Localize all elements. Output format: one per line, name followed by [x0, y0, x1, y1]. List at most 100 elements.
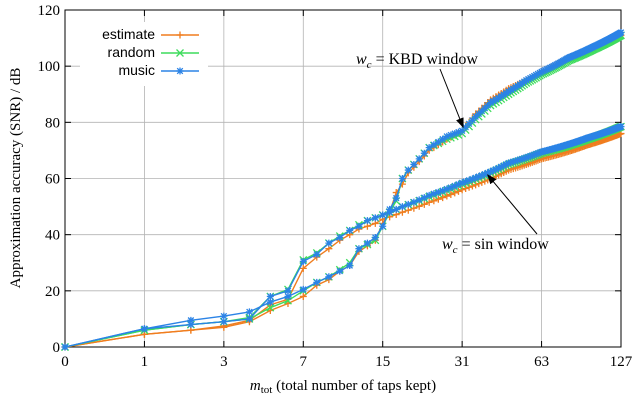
data-point-music: [447, 183, 455, 191]
data-point-music: [392, 205, 400, 213]
x-tick-label: 31: [455, 354, 470, 370]
data-point-music: [336, 267, 344, 275]
data-point-music: [518, 155, 526, 163]
data-point-estimate: [430, 197, 438, 205]
data-point-music: [495, 94, 503, 102]
annotation-sin-label: wc = sin window: [442, 236, 549, 256]
data-point-music: [489, 166, 497, 174]
data-point-music: [497, 163, 505, 171]
data-point-estimate: [439, 194, 447, 202]
data-point-music: [187, 321, 195, 329]
data-point-music: [500, 162, 508, 170]
annotation-sin: wc = sin window: [442, 174, 549, 256]
data-point-music: [505, 87, 513, 95]
data-point-music: [522, 76, 530, 84]
data-point-music: [534, 149, 542, 157]
x-tick-label: 127: [610, 354, 632, 370]
data-point-estimate: [299, 292, 307, 300]
x-tick-label: 0: [61, 354, 69, 370]
x-tick-label: 7: [300, 354, 308, 370]
data-point-music: [284, 292, 292, 300]
data-point-music: [532, 150, 540, 158]
data-point-music: [425, 191, 433, 199]
data-point-music: [220, 318, 228, 326]
series-curves: [61, 28, 625, 351]
data-point-music: [410, 198, 418, 206]
data-point-music: [420, 149, 428, 157]
y-tick-label: 20: [45, 284, 60, 300]
data-point-estimate: [475, 180, 483, 188]
data-point-music: [465, 120, 473, 128]
data-point-music: [475, 110, 483, 118]
data-point-music: [526, 152, 534, 160]
data-point-music: [313, 278, 321, 286]
x-axis-label: mtot (total number of taps kept): [250, 378, 436, 396]
data-point-music: [468, 116, 476, 124]
data-point-music: [371, 214, 379, 222]
data-point-music: [363, 217, 371, 225]
data-point-music: [536, 149, 544, 157]
data-point-music: [451, 130, 459, 138]
data-point-music: [425, 144, 433, 152]
data-point-music: [516, 156, 524, 164]
y-tick-label: 80: [45, 115, 60, 131]
legend-box: [80, 22, 208, 86]
x-tick-label: 3: [220, 354, 228, 370]
data-point-music: [404, 200, 412, 208]
data-point-music: [522, 153, 530, 161]
legend-label-estimate: estimate: [102, 26, 155, 42]
data-point-music: [478, 171, 486, 179]
x-tick-label: 1: [141, 354, 149, 370]
annotation-kbd-label: wc = KBD window: [356, 51, 478, 71]
data-point-music: [487, 168, 495, 176]
data-point-music: [410, 160, 418, 168]
data-point-music: [220, 312, 228, 320]
data-point-music: [481, 170, 489, 178]
annotation-kbd: wc = KBD window: [356, 51, 478, 129]
legend-label-random: random: [108, 44, 155, 60]
x-tick-label: 63: [534, 354, 549, 370]
data-point-music: [475, 173, 483, 181]
data-point-music: [468, 175, 476, 183]
legend-marker-symbol: [176, 49, 184, 57]
legend-marker-random: [176, 49, 184, 57]
data-point-music: [430, 190, 438, 198]
data-point-music: [430, 141, 438, 149]
data-point-music: [484, 101, 492, 109]
data-point-music: [447, 131, 455, 139]
data-point-estimate: [443, 192, 451, 200]
y-tick-label: 40: [45, 228, 60, 244]
data-point-music: [462, 123, 470, 131]
legend: estimate random music: [80, 22, 208, 86]
data-point-music: [346, 226, 354, 234]
data-point-music: [481, 104, 489, 112]
data-point-music: [514, 156, 522, 164]
data-point-music: [434, 188, 442, 196]
data-point-estimate: [472, 181, 480, 189]
data-point-music: [451, 182, 459, 190]
data-point-music: [495, 164, 503, 172]
data-point-music: [458, 127, 466, 135]
legend-marker-symbol: [176, 31, 184, 39]
data-point-music: [489, 97, 497, 105]
x-axis-label-subscript: tot: [261, 384, 273, 396]
data-point-music: [472, 174, 480, 182]
data-point-estimate: [447, 190, 455, 198]
data-point-music: [509, 158, 517, 166]
data-point-estimate: [465, 183, 473, 191]
y-tick-label: 0: [53, 340, 61, 356]
data-point-estimate: [404, 206, 412, 214]
data-point-music: [478, 107, 486, 115]
data-point-estimate: [425, 198, 433, 206]
data-point-music: [420, 194, 428, 202]
data-point-music: [187, 316, 195, 324]
data-point-estimate: [451, 189, 459, 197]
data-point-music: [245, 315, 253, 323]
data-point-music: [524, 75, 532, 83]
legend-marker-estimate: [176, 31, 184, 39]
data-point-estimate: [434, 195, 442, 203]
data-point-music: [379, 222, 387, 230]
data-point-music: [528, 151, 536, 159]
data-point-music: [458, 179, 466, 187]
